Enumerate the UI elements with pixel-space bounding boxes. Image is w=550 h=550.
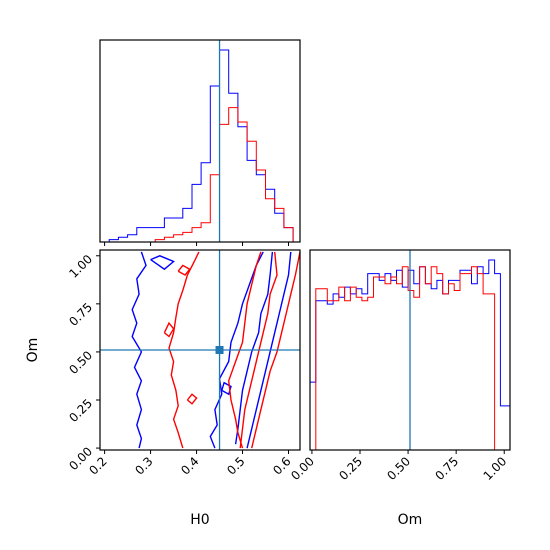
panel-h0-histogram-frame (99, 39, 301, 243)
contour-red-line-5 (177, 264, 191, 276)
panel-h0-histogram (99, 39, 301, 243)
y-axis-label-om: Om (25, 338, 41, 363)
contour-blue-line-6 (246, 251, 292, 449)
panel-om-histogram-frame (309, 249, 511, 451)
contour-red-line-1 (168, 251, 200, 449)
contour-blue-line-5 (234, 251, 274, 445)
contour-red-line-4 (251, 251, 301, 449)
joint-truth-marker (215, 346, 224, 354)
contour-blue-line-2 (209, 251, 264, 449)
contour-blue-line-1 (131, 251, 147, 449)
x-axis-label-h0: H0 (190, 512, 209, 528)
panel-h0-om-contours (99, 249, 301, 451)
contour-blue-line-4 (221, 381, 232, 396)
contour-red-line-7 (186, 393, 198, 405)
contour-red-line-2 (227, 251, 262, 449)
contour-blue-line-3 (150, 255, 175, 271)
contour-red-line-6 (163, 321, 175, 338)
hist-om-red-step-line (310, 266, 510, 451)
contour-red-line-3 (239, 251, 278, 449)
x-axis-label-om: Om (398, 512, 423, 528)
panel-om-histogram (309, 249, 511, 451)
panel-h0-om-frame (99, 249, 301, 451)
